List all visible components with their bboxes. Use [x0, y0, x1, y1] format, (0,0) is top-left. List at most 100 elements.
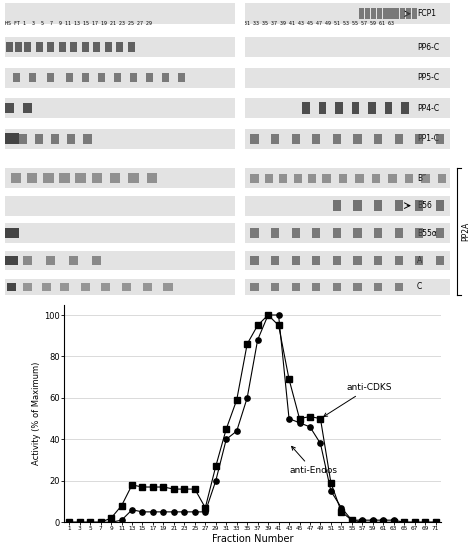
Bar [122, 283, 131, 290]
Bar [250, 174, 258, 183]
Bar [146, 173, 157, 183]
Bar [164, 283, 173, 290]
Bar [92, 256, 101, 265]
Bar [292, 256, 300, 265]
Bar [5, 256, 18, 265]
Bar [293, 174, 302, 183]
Bar [70, 42, 77, 52]
Bar [244, 38, 450, 57]
Bar [406, 8, 411, 19]
Bar [98, 73, 105, 82]
Bar [335, 102, 343, 114]
Bar [11, 173, 21, 183]
Bar [374, 200, 382, 211]
Bar [371, 8, 376, 19]
Bar [244, 196, 450, 215]
Bar [264, 174, 273, 183]
Bar [110, 173, 120, 183]
Bar [5, 129, 235, 149]
Bar [43, 173, 54, 183]
Bar [436, 228, 444, 238]
Bar [81, 283, 90, 290]
Bar [271, 283, 279, 291]
Bar [7, 283, 16, 291]
Text: FCP1: FCP1 [417, 9, 436, 18]
Bar [244, 251, 450, 270]
Bar [374, 134, 382, 144]
Bar [322, 174, 331, 183]
Bar [250, 256, 258, 265]
Bar [128, 173, 139, 183]
X-axis label: Fraction Number: Fraction Number [212, 534, 293, 544]
Bar [5, 279, 235, 295]
Bar [385, 102, 392, 114]
Bar [47, 73, 54, 82]
Bar [279, 174, 287, 183]
Bar [69, 256, 78, 265]
Bar [354, 134, 362, 144]
Bar [59, 42, 66, 52]
Bar [250, 134, 258, 144]
Bar [421, 174, 429, 183]
Bar [128, 42, 135, 52]
Bar [354, 200, 362, 211]
Bar [36, 42, 43, 52]
Bar [374, 256, 382, 265]
Bar [29, 73, 36, 82]
Bar [244, 223, 450, 243]
Bar [23, 283, 32, 290]
Bar [333, 228, 341, 238]
Bar [244, 3, 450, 24]
Bar [415, 200, 423, 211]
Bar [388, 174, 397, 183]
Bar [5, 103, 14, 113]
Bar [395, 283, 403, 291]
Bar [271, 228, 279, 238]
Bar [333, 200, 341, 211]
Bar [438, 174, 446, 183]
Bar [114, 73, 121, 82]
Text: B55α: B55α [417, 228, 437, 238]
Bar [101, 283, 110, 290]
Bar [146, 73, 153, 82]
Bar [162, 73, 169, 82]
Bar [383, 8, 388, 19]
Bar [91, 173, 102, 183]
Bar [130, 73, 137, 82]
Bar [436, 256, 444, 265]
Bar [312, 228, 320, 238]
Text: PP4-C: PP4-C [417, 104, 439, 113]
Text: A: A [417, 256, 422, 265]
Bar [250, 228, 258, 238]
Bar [105, 42, 112, 52]
Y-axis label: Activity (% of Maximum): Activity (% of Maximum) [32, 362, 41, 465]
Bar [143, 283, 152, 290]
Bar [333, 256, 341, 265]
Bar [23, 103, 32, 113]
Bar [319, 102, 326, 114]
Bar [415, 256, 423, 265]
Bar [372, 174, 380, 183]
Bar [292, 283, 300, 291]
Bar [83, 134, 91, 144]
Text: B56: B56 [417, 201, 432, 210]
Bar [395, 256, 403, 265]
Bar [75, 173, 86, 183]
Bar [59, 173, 70, 183]
Text: C: C [417, 282, 422, 292]
Bar [47, 42, 54, 52]
Bar [365, 8, 370, 19]
Bar [5, 228, 18, 238]
Bar [5, 133, 18, 144]
Bar [374, 283, 382, 291]
Bar [5, 38, 235, 57]
Bar [6, 42, 13, 52]
Bar [250, 283, 258, 291]
Text: PP5-C: PP5-C [417, 73, 439, 82]
Bar [27, 173, 37, 183]
Bar [359, 8, 364, 19]
Bar [415, 134, 423, 144]
Text: 31 33 35 37 39 41 43 45 47 49 51 53 55 57 59 61 63: 31 33 35 37 39 41 43 45 47 49 51 53 55 5… [244, 21, 394, 26]
Bar [368, 102, 375, 114]
Bar [394, 8, 400, 19]
